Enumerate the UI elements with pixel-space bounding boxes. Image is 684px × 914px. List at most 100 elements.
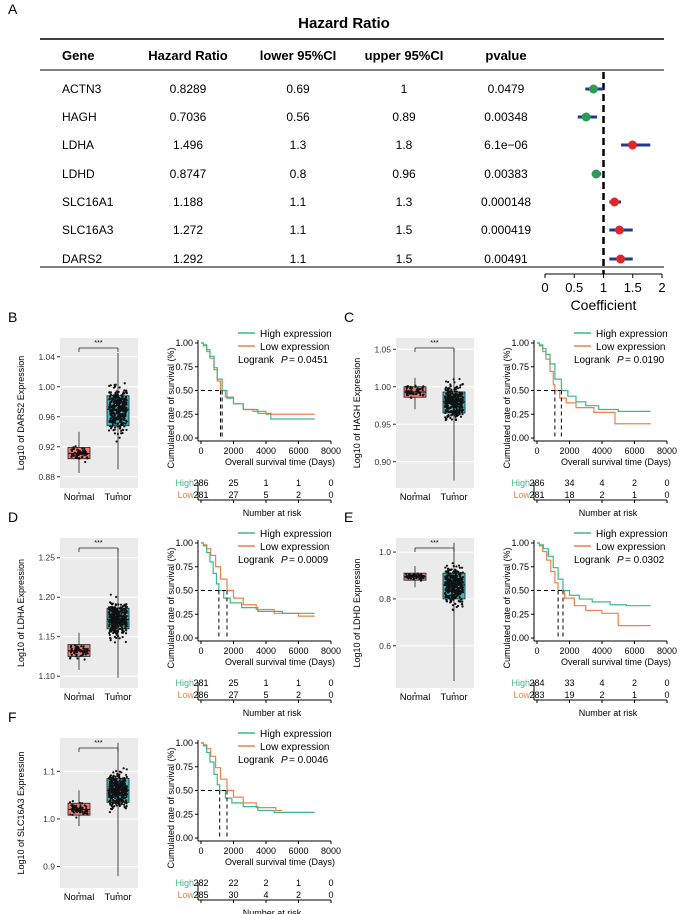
significance-stars: *** xyxy=(430,540,438,547)
box-point xyxy=(116,410,120,413)
box-point xyxy=(453,390,456,393)
risk-label-high: High xyxy=(175,878,194,888)
box-point xyxy=(112,412,116,415)
km-y-tick-label: 0.25 xyxy=(511,609,529,619)
box-point xyxy=(448,585,451,588)
box-point xyxy=(421,576,424,579)
km-y-tick-label: 0.50 xyxy=(511,586,529,596)
table-cell-pvalue: 0.00383 xyxy=(484,167,528,181)
box-point xyxy=(450,390,454,393)
box-point xyxy=(108,405,111,408)
km-x-tick-label: 6000 xyxy=(624,446,644,456)
box-point xyxy=(447,388,450,391)
box-point xyxy=(114,775,117,778)
km-x-tick-label: 6000 xyxy=(288,446,308,456)
box-y-axis-label: Log10 of LDHA Expression xyxy=(16,559,26,667)
risk-count-high: 0 xyxy=(664,478,669,488)
box-point xyxy=(115,636,118,640)
box-point xyxy=(120,612,123,615)
box-point xyxy=(83,447,86,450)
box-point xyxy=(125,428,128,431)
box-y-tick-label: 0.6 xyxy=(379,641,391,651)
risk-count-low: 281 xyxy=(529,490,544,500)
table-cell-lower: 0.8 xyxy=(290,167,307,181)
risk-count-high: 1 xyxy=(263,478,268,488)
box-point xyxy=(453,570,456,573)
box-point xyxy=(455,574,459,577)
box-point xyxy=(125,773,128,776)
table-cell-gene: LDHA xyxy=(62,138,94,152)
forest-x-axis-label: Coefficient xyxy=(571,297,637,313)
box-point xyxy=(452,408,456,411)
box-point xyxy=(109,639,112,642)
box-point xyxy=(83,453,86,456)
risk-count-low: 2 xyxy=(296,890,301,900)
km-x-axis-label: Overall survival time (Days) xyxy=(225,857,335,867)
box-point xyxy=(417,575,420,579)
hr-point xyxy=(591,169,601,179)
box-point xyxy=(113,779,116,782)
logrank-p-value: = 0.0190 xyxy=(625,355,665,366)
risk-count-high: 281 xyxy=(193,678,208,688)
box-x-label-tumor: Tumor xyxy=(104,692,131,703)
km-y-tick-label: 0.50 xyxy=(175,586,193,596)
box-point xyxy=(117,603,120,606)
box-point xyxy=(446,581,449,584)
km-y-tick-label: 0.75 xyxy=(175,562,193,572)
box-point xyxy=(453,402,456,406)
box-point xyxy=(410,396,413,399)
km-x-tick-label: 4000 xyxy=(592,646,612,656)
box-point xyxy=(114,617,118,620)
km-x-tick-label: 8000 xyxy=(321,846,341,856)
table-cell-gene: SLC16A1 xyxy=(62,195,114,209)
box-point xyxy=(116,780,119,783)
box-point xyxy=(116,398,120,401)
box-point xyxy=(454,387,457,390)
significance-stars: *** xyxy=(430,340,438,347)
box-x-label-normal: Normal xyxy=(400,492,431,503)
box-point xyxy=(110,613,113,616)
box-point xyxy=(117,407,121,411)
box-point xyxy=(80,452,83,455)
box-point xyxy=(71,800,74,803)
risk-count-low: 2 xyxy=(599,490,604,500)
box-point xyxy=(451,581,454,585)
box-point xyxy=(116,425,119,428)
box-point xyxy=(125,609,128,612)
box-point xyxy=(113,409,117,412)
box-point xyxy=(115,800,118,803)
box-point xyxy=(458,391,461,394)
box-point xyxy=(110,790,113,794)
risk-table-title: Number at risk xyxy=(243,508,302,518)
risk-count-low: 0 xyxy=(328,490,333,500)
risk-count-high: 282 xyxy=(193,878,208,888)
box-x-tick xyxy=(414,692,416,694)
box-point xyxy=(115,440,118,443)
box-point xyxy=(124,784,127,788)
box-point xyxy=(122,782,125,785)
box-point xyxy=(110,788,113,791)
box-point xyxy=(114,613,117,616)
box-point xyxy=(113,606,117,609)
box-point xyxy=(110,782,113,785)
box-point xyxy=(110,399,114,402)
table-cell-lower: 1.1 xyxy=(290,252,307,266)
km-x-tick-label: 4000 xyxy=(256,646,276,656)
box-point xyxy=(412,393,415,396)
box-point xyxy=(457,402,460,406)
km-y-axis-label: Cumulated rate of survival (%) xyxy=(166,347,176,468)
box-point xyxy=(69,813,72,816)
panel-b: B 0.88 0.92 0.96 1.00 1.04 Log10 of DARS2 Expr… xyxy=(8,309,341,518)
box-point xyxy=(116,625,120,629)
box-point xyxy=(124,787,127,790)
box-point xyxy=(459,415,463,418)
box-point xyxy=(114,392,117,395)
risk-count-low: 18 xyxy=(564,490,574,500)
box-point xyxy=(452,598,455,601)
box-point xyxy=(453,396,457,399)
box-point xyxy=(458,566,461,569)
box-point xyxy=(445,587,448,590)
box-point xyxy=(444,395,447,398)
table-cell-upper: 1.8 xyxy=(396,138,413,152)
box-point xyxy=(461,392,464,396)
